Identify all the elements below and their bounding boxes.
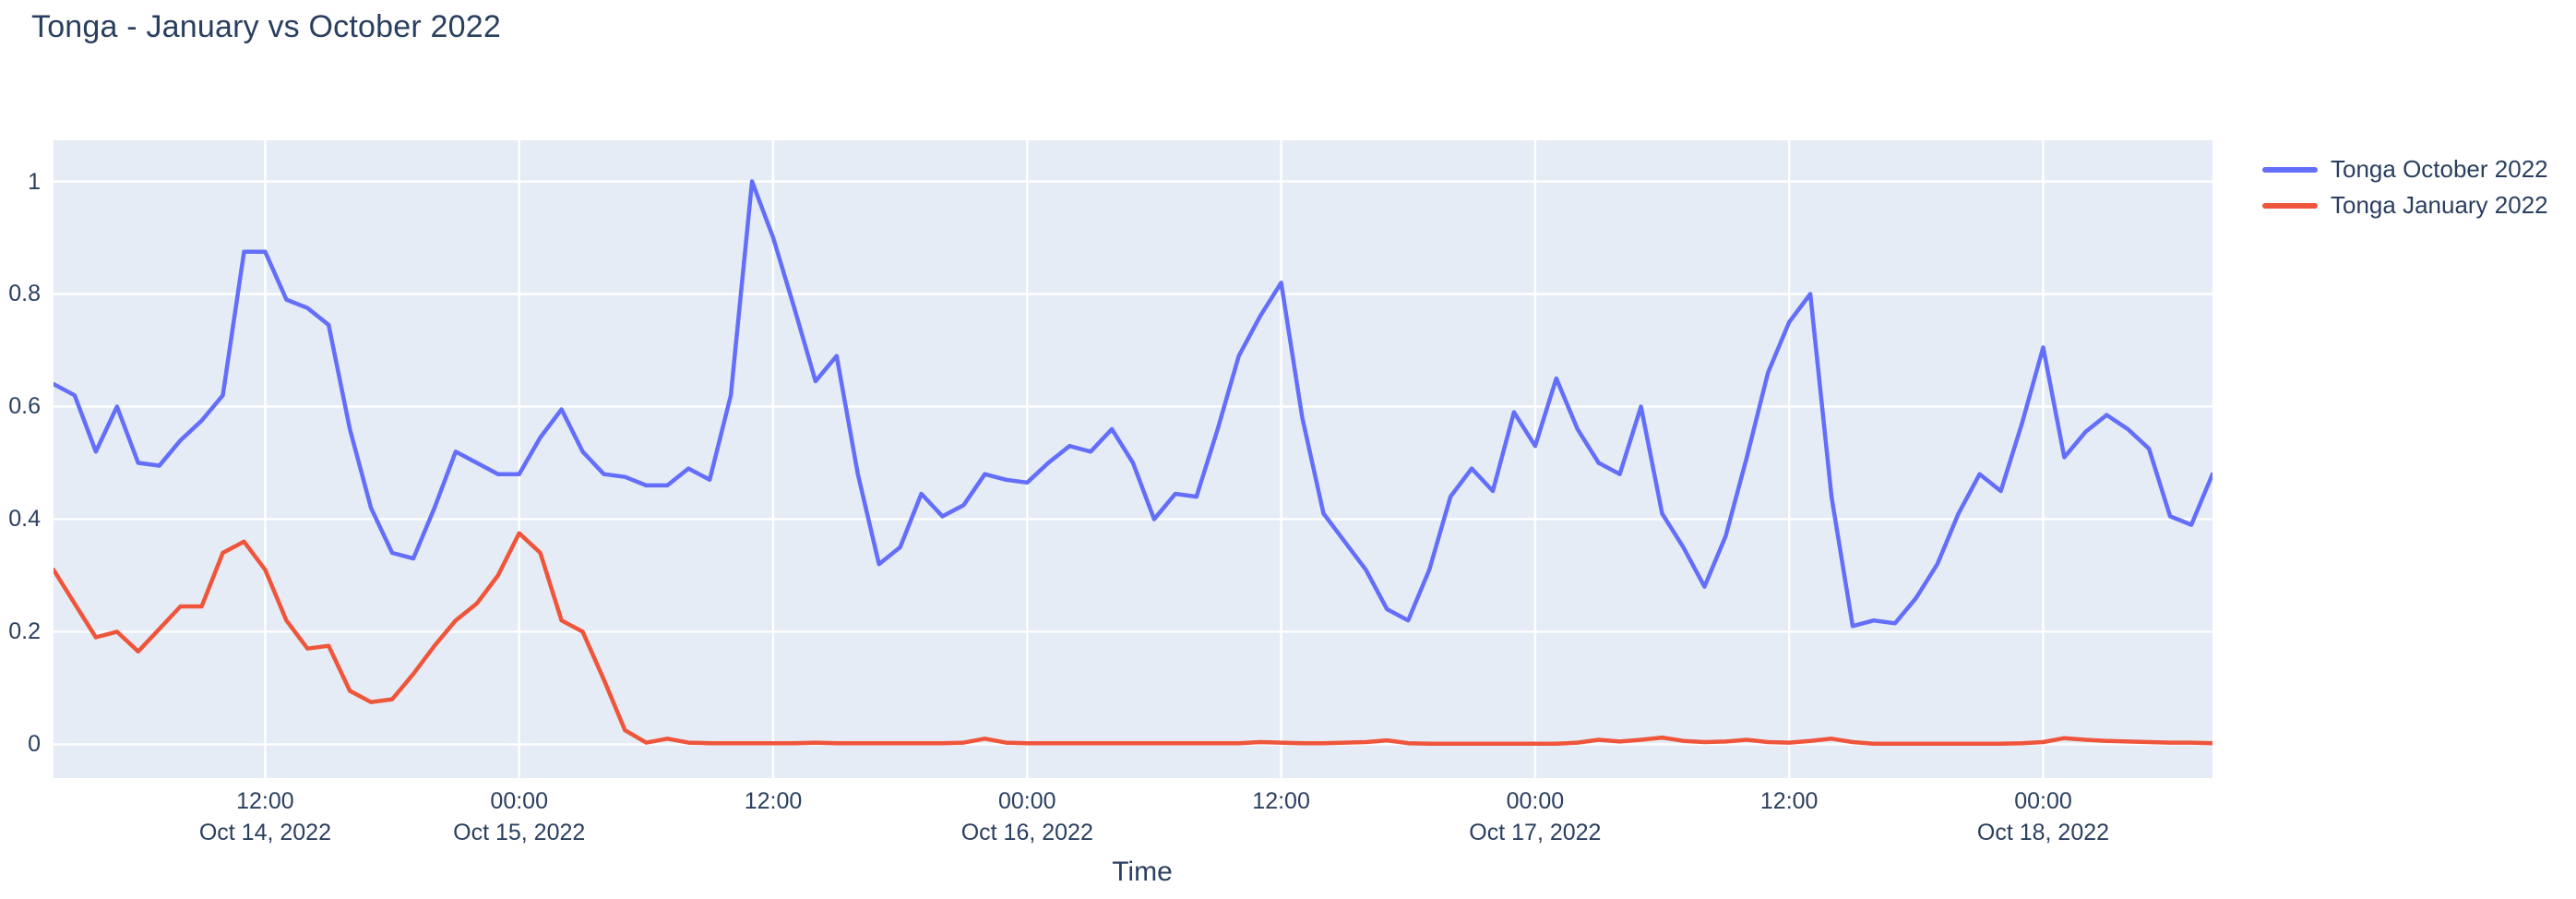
y-tick-label: 0.8: [8, 281, 41, 307]
plot-area[interactable]: [54, 140, 2212, 778]
x-tick-label: 00:00 Oct 18, 2022: [1976, 788, 2110, 845]
plot-svg: [54, 140, 2212, 778]
x-axis-title: Time: [1112, 857, 1173, 887]
x-tick-label: 00:00 Oct 16, 2022: [960, 788, 1093, 845]
october-line-swatch-icon: [2262, 166, 2318, 173]
legend-item-october[interactable]: Tonga October 2022: [2262, 151, 2548, 187]
legend-label: Tonga October 2022: [2331, 155, 2548, 183]
tonga-october-2022-line: [54, 179, 2212, 629]
x-tick-label: 00:00 Oct 15, 2022: [453, 788, 586, 845]
y-tick-label: 0.4: [8, 506, 41, 533]
y-tick-label: 0.6: [8, 393, 41, 420]
y-tick-label: 0: [28, 731, 41, 758]
x-tick-label: 12:00: [1252, 788, 1310, 814]
y-tick-label: 0.2: [8, 618, 41, 645]
y-tick-label: 1: [28, 168, 41, 195]
x-tick-label: 12:00 Oct 14, 2022: [198, 788, 331, 845]
x-tick-label: 00:00 Oct 17, 2022: [1469, 788, 1602, 845]
x-tick-label: 12:00: [1759, 788, 1819, 814]
gridlines: [54, 140, 2212, 778]
legend-label: Tonga January 2022: [2331, 191, 2548, 219]
series-lines: [54, 179, 2212, 747]
legend-item-january[interactable]: Tonga January 2022: [2262, 187, 2548, 223]
tonga-january-2022-line: [54, 531, 2212, 747]
january-line-swatch-icon: [2262, 202, 2318, 209]
chart-title: Tonga - January vs October 2022: [31, 9, 501, 44]
x-tick-label: 12:00: [744, 788, 803, 814]
legend: Tonga October 2022 Tonga January 2022: [2262, 151, 2548, 223]
